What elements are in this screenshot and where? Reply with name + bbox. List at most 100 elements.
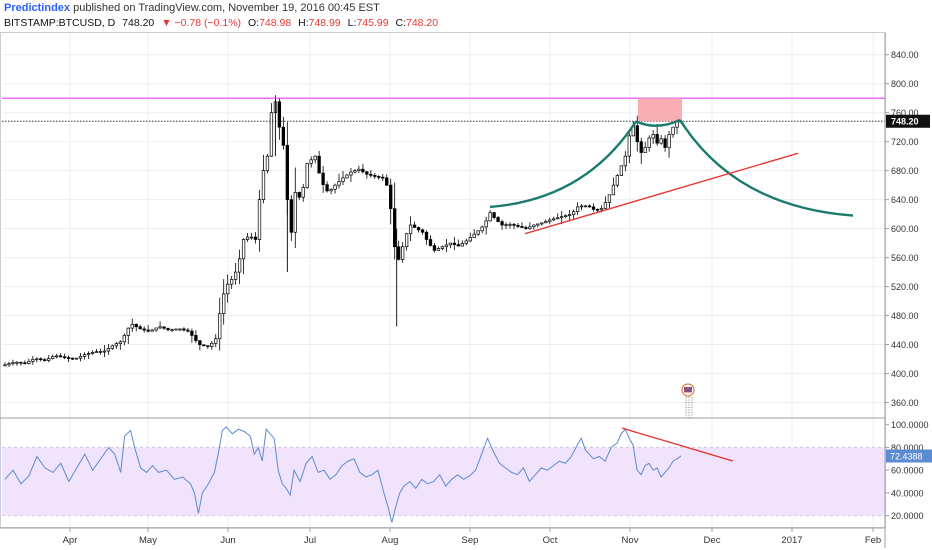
target-zone [638,98,682,122]
price-tick-label: 520.00 [891,282,919,292]
candle-body [7,363,11,366]
candle-body [321,172,325,185]
candle-body [23,362,27,365]
candle-body [241,239,246,260]
candle-body [293,192,297,233]
close-value: 748.20 [405,17,439,29]
rsi-tick-label: 60.0000 [891,466,924,476]
time-tick-label: Jun [220,535,235,546]
axes: 360.00 400.00 440.00 480.00 520.00 560.00 600.… [0,32,932,548]
drawings [2,97,885,462]
candle-body [31,358,35,362]
candle-body [424,231,429,240]
candle-body [540,222,544,225]
candle-body [564,215,568,218]
candle-body [27,361,31,364]
candle-body [174,328,178,331]
price-tick-label: 400.00 [891,369,919,379]
candle-body [257,199,262,240]
candle-body [544,221,548,224]
candle-body [516,225,520,227]
candle-body [301,187,305,198]
candle-body [138,326,142,330]
candles [3,95,683,367]
candle-body [464,240,468,244]
candle-body [134,323,138,328]
candle-body [436,248,441,251]
candle-body [190,330,194,336]
last-price-box [886,114,930,128]
rsi-value-box [886,449,932,463]
publish-text: published on TradingView.com, November 1… [73,2,380,14]
candle-body [579,205,584,208]
candle-body [448,242,453,246]
candle-body [214,338,218,344]
price-tick-label: 560.00 [891,253,919,263]
candle-body [365,171,369,175]
candle-body [412,224,417,228]
last-price-label: 748.20 [891,117,919,127]
candle-body [472,233,476,238]
candle-body [82,354,87,357]
candle-body [297,192,301,198]
candle-body [404,233,409,248]
candle-body [253,236,258,240]
candle-body [591,206,596,210]
candle-body [233,271,238,280]
author-name[interactable]: Predictindex [4,2,71,14]
candle-body [492,212,496,218]
candle-body [218,313,222,340]
candle-body [476,230,480,235]
flag-icon [684,387,692,392]
candle-body [146,329,150,332]
publish-info: Predictindex published on TradingView.co… [4,2,380,14]
candle-body [420,229,425,233]
candle-body [607,194,612,203]
candle-body [150,329,154,332]
candle-body [106,348,111,352]
rsi-line [4,426,682,523]
candle-body [373,175,377,177]
candle-body [337,181,341,186]
candle-body [11,362,15,365]
rsi-divergence-line [621,427,734,462]
price-tick-label: 440.00 [891,340,919,350]
candle-body [416,227,421,231]
candle-body [667,134,671,148]
candle-body [269,112,274,157]
candle-body [313,155,317,161]
candle-body [43,359,47,361]
candle-body [226,283,230,295]
candle-body [393,208,397,248]
candle-body [130,323,134,329]
candle-body [59,355,63,358]
candle-body [66,357,71,359]
candle-body [281,126,286,146]
candle-body [353,170,357,173]
candle-body [55,355,59,358]
candle-body [142,328,146,331]
candle-body [397,246,401,260]
candle-body [603,202,608,209]
price-tick-label: 640.00 [891,195,919,205]
candle-body [552,218,556,221]
candle-body [210,342,214,347]
rsi-tick-label: 40.0000 [891,488,924,498]
candle-body [512,223,516,226]
rsi-value-label: 72.4388 [890,452,923,462]
candle-body [496,217,500,222]
price-tick-label: 680.00 [891,166,919,176]
candle-body [47,358,51,361]
candle-body [639,141,643,153]
candle-body [51,356,55,359]
candle-body [428,239,433,246]
candle-body [39,358,43,361]
price-change: ▼ −0.78 (−0.1%) [161,17,242,29]
candle-body [186,329,190,332]
candle-body [575,206,580,213]
candle-body [102,350,107,353]
candle-body [114,343,118,347]
time-tick-label: May [139,535,157,546]
candle-body [389,184,393,210]
